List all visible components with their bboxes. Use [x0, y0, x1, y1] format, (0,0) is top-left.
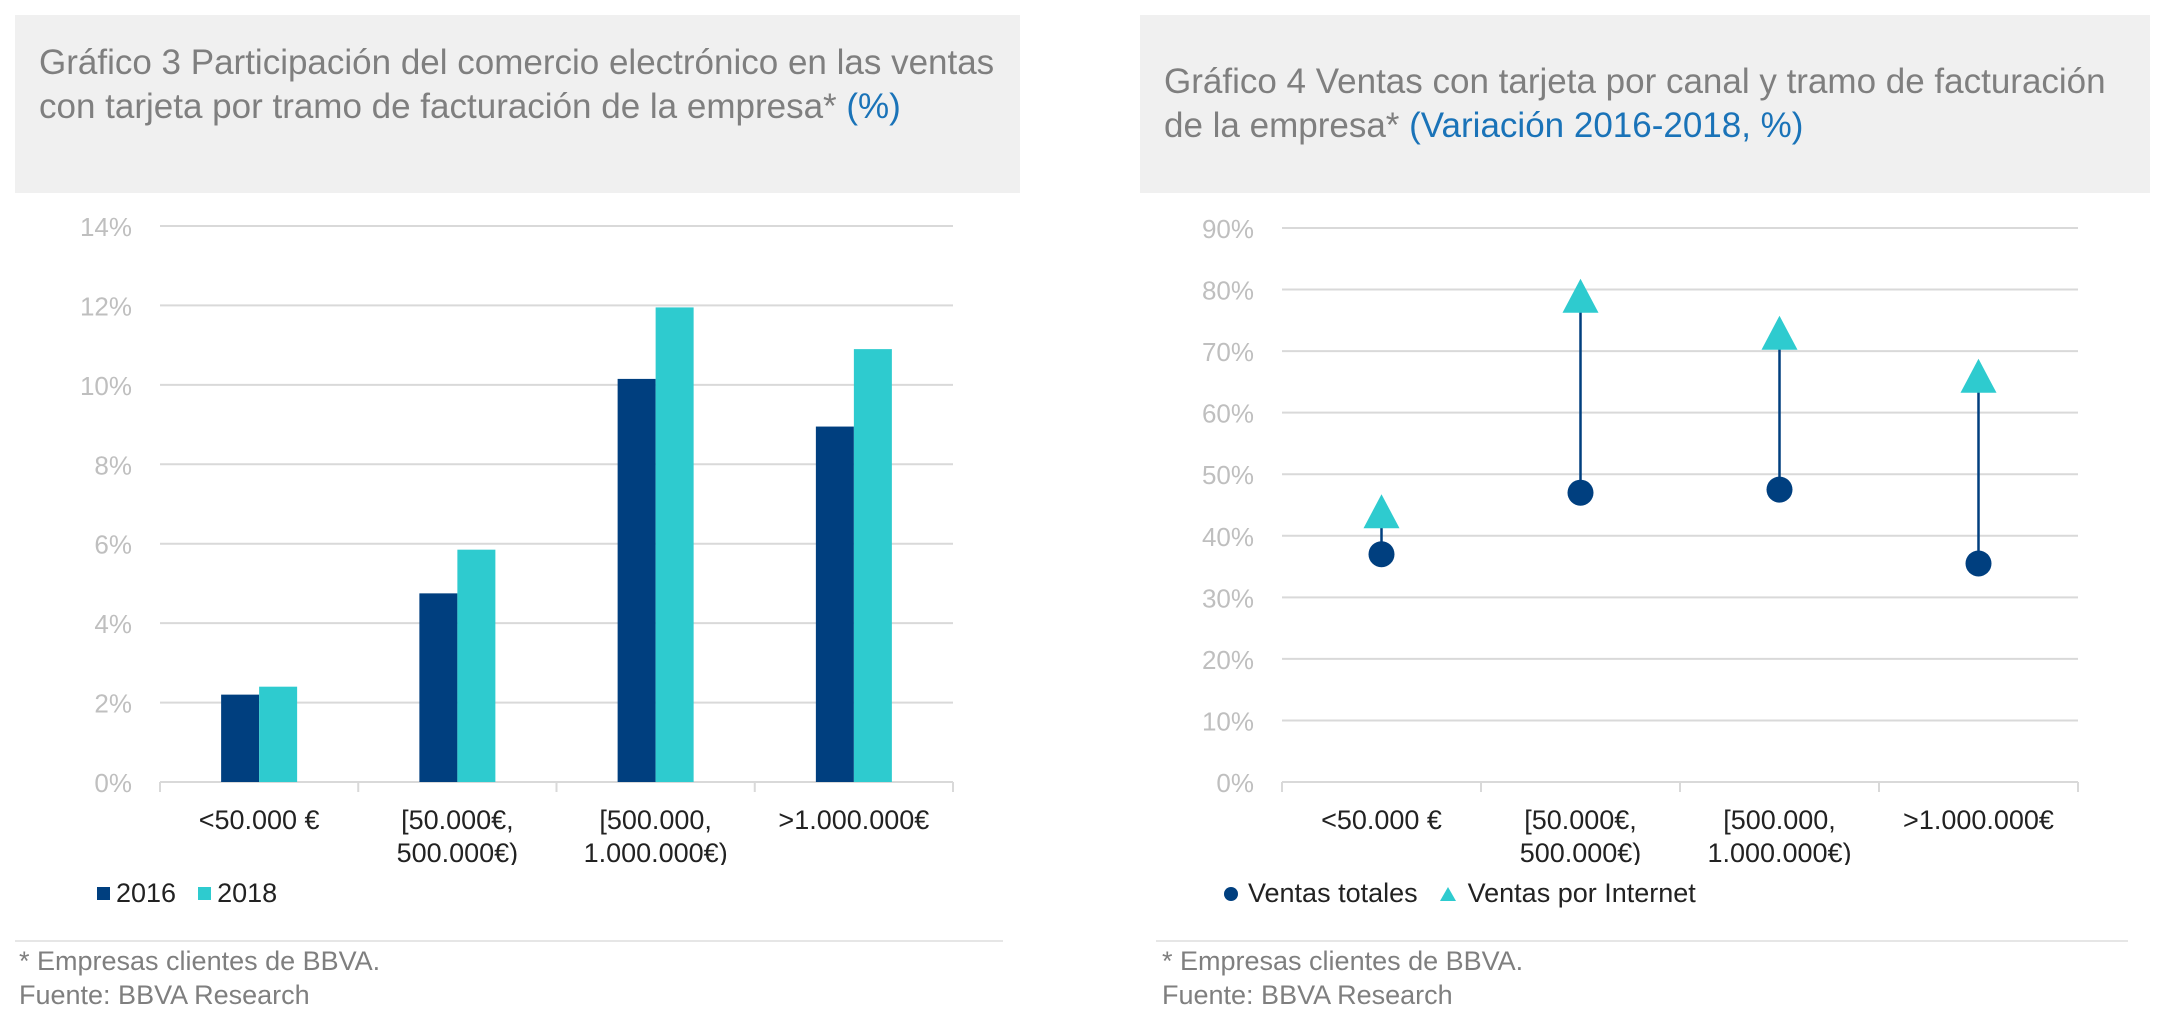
legend-item-ventas-internet: Ventas por Internet — [1439, 878, 1696, 909]
legend-circle-marker — [1224, 886, 1238, 901]
y-tick-label: 70% — [1202, 337, 1254, 367]
y-tick-label: 2% — [94, 689, 132, 719]
bar-chart: 0% 2% 4% 6% 8% 10% 12% 14% <50.000 € [50.000€, 500… — [80, 212, 954, 865]
point-ventas-internet — [1960, 358, 1997, 393]
chart-title-main: Gráfico 4 Ventas con tarjeta por canal y… — [1164, 62, 2106, 145]
bar-2016 — [419, 593, 458, 782]
x-tick-label: 1.000.000€) — [1707, 838, 1851, 865]
x-tick-label: [50.000€, — [401, 805, 514, 835]
bar-2018 — [457, 549, 496, 782]
footer-divider — [1156, 940, 2128, 942]
legend-label: 2016 — [116, 878, 177, 908]
y-tick-label: 6% — [94, 530, 132, 560]
bar-2018 — [655, 307, 694, 782]
y-tick-label: 40% — [1202, 522, 1254, 552]
x-tick-label: >1.000.000€ — [1903, 805, 2054, 835]
footnote: * Empresas clientes de BBVA. — [1162, 946, 1524, 976]
y-tick-label: 0% — [1216, 768, 1254, 798]
chart-title-box: Gráfico 3 Participación del comercio ele… — [15, 15, 1020, 193]
y-tick-label: 10% — [80, 371, 132, 401]
legend-item-2018: 2018 — [198, 878, 277, 909]
y-tick-label: 12% — [80, 291, 132, 321]
chart-legend: 2016 2018 — [97, 878, 299, 909]
source-note: Fuente: BBVA Research — [19, 980, 310, 1010]
legend-item-ventas-totales: Ventas totales — [1224, 878, 1418, 909]
chart-panel-left: Gráfico 3 Participación del comercio ele… — [15, 0, 1035, 1025]
x-tick-label: 500.000€) — [397, 838, 519, 865]
y-tick-label: 50% — [1202, 460, 1254, 490]
point-ventas-internet — [1363, 494, 1400, 529]
point-ventas-internet — [1761, 315, 1798, 350]
legend-swatch-2018 — [198, 887, 212, 900]
bar-2016 — [617, 378, 656, 782]
bar-2016 — [221, 694, 260, 782]
point-ventas-totales — [1368, 541, 1395, 568]
source-note: Fuente: BBVA Research — [1162, 980, 1453, 1010]
legend-swatch-2016 — [97, 887, 110, 900]
x-tick-label: >1.000.000€ — [778, 805, 929, 835]
y-tick-label: 10% — [1202, 706, 1254, 736]
dot-arrow-chart: 0% 10% 20% 30% 40% 50% 60% 70% 80% 90% <50.000 € [5… — [1202, 214, 2079, 865]
x-tick-label: 500.000€) — [1520, 838, 1642, 865]
y-tick-label: 4% — [94, 609, 132, 639]
footer-divider — [15, 940, 1003, 942]
legend-label: Ventas totales — [1248, 878, 1418, 908]
footnote: * Empresas clientes de BBVA. — [19, 946, 381, 976]
x-tick-label: <50.000 € — [1321, 805, 1442, 835]
y-tick-label: 60% — [1202, 399, 1254, 429]
legend-item-2016: 2016 — [97, 878, 176, 909]
y-tick-label: 80% — [1202, 276, 1254, 306]
chart-title-box: Gráfico 4 Ventas con tarjeta por canal y… — [1140, 15, 2150, 193]
legend-label: Ventas por Internet — [1467, 878, 1696, 908]
point-ventas-totales — [1766, 476, 1793, 503]
y-tick-label: 0% — [94, 768, 132, 798]
bar-2016 — [815, 426, 854, 782]
bar-2018 — [259, 686, 298, 782]
chart-title: Gráfico 3 Participación del comercio ele… — [39, 41, 999, 129]
x-tick-label: [500.000, — [599, 805, 712, 835]
y-tick-label: 20% — [1202, 645, 1254, 675]
chart-title-unit: (%) — [846, 87, 901, 126]
legend-triangle-marker — [1439, 886, 1456, 901]
x-tick-label: [50.000€, — [1524, 805, 1637, 835]
bar-2018 — [853, 349, 892, 782]
chart-panel-right: Gráfico 4 Ventas con tarjeta por canal y… — [1140, 0, 2160, 1025]
legend-label: 2018 — [217, 878, 278, 908]
y-tick-label: 90% — [1202, 214, 1254, 244]
chart-title-main: Gráfico 3 Participación del comercio ele… — [39, 43, 995, 126]
x-tick-label: <50.000 € — [199, 805, 320, 835]
y-tick-label: 14% — [80, 212, 132, 242]
point-ventas-totales — [1567, 479, 1594, 506]
point-ventas-internet — [1562, 278, 1599, 313]
y-tick-label: 30% — [1202, 583, 1254, 613]
x-tick-label: 1.000.000€) — [584, 838, 728, 865]
point-ventas-totales — [1965, 550, 1992, 577]
chart-title: Gráfico 4 Ventas con tarjeta por canal y… — [1164, 60, 2124, 148]
y-tick-label: 8% — [94, 450, 132, 480]
chart-legend: Ventas totales Ventas por Internet — [1224, 878, 1718, 909]
x-tick-label: [500.000, — [1723, 805, 1836, 835]
chart-title-unit: (Variación 2016-2018, %) — [1409, 106, 1804, 145]
